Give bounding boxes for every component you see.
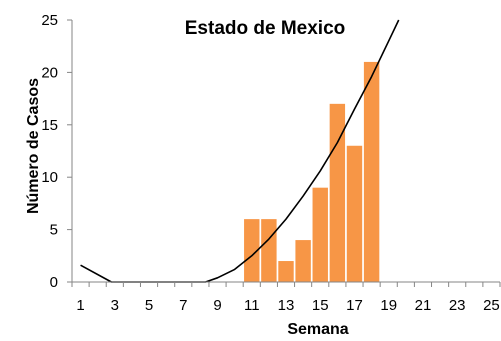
chart-title: Estado de Mexico [185,18,346,39]
y-ticks: 0 5 10 15 20 25 [41,12,72,291]
x-tick-label-9: 9 [213,297,221,314]
x-tick-label-15: 15 [312,297,329,314]
x-tick-label-13: 13 [278,297,295,314]
axes [71,20,500,283]
x-tick-label-1: 1 [76,297,84,314]
x-tick-label-23: 23 [449,297,466,314]
y-tick-label-0: 0 [50,274,58,291]
y-axis-label: Número de Casos [25,78,42,214]
x-ticks: 1 3 5 7 9 11 13 15 17 19 21 23 25 [71,282,501,314]
bar-week-11 [244,219,260,282]
bar-week-15 [312,187,328,282]
bar-week-18 [363,61,380,282]
trendline [80,19,400,283]
x-tick-label-5: 5 [145,297,153,314]
y-tick-label-10: 10 [41,169,58,186]
bars [244,61,380,282]
y-tick-label-15: 15 [41,117,58,134]
bar-week-17 [346,145,363,282]
bar-week-14 [295,240,311,282]
x-tick-label-3: 3 [111,297,119,314]
x-tick-label-25: 25 [483,297,500,314]
x-axis-label: Semana [287,321,348,338]
y-tick-label-5: 5 [50,222,58,239]
trendline-group [80,19,400,283]
x-tick-label-17: 17 [346,297,363,314]
x-tick-label-11: 11 [244,297,260,314]
bar-week-13 [278,261,294,282]
bar-week-12 [261,219,277,282]
y-tick-label-25: 25 [41,12,58,29]
y-tick-label-20: 20 [41,64,58,81]
x-tick-label-21: 21 [415,297,432,314]
x-tick-label-7: 7 [179,297,187,314]
x-tick-label-19: 19 [380,297,397,314]
